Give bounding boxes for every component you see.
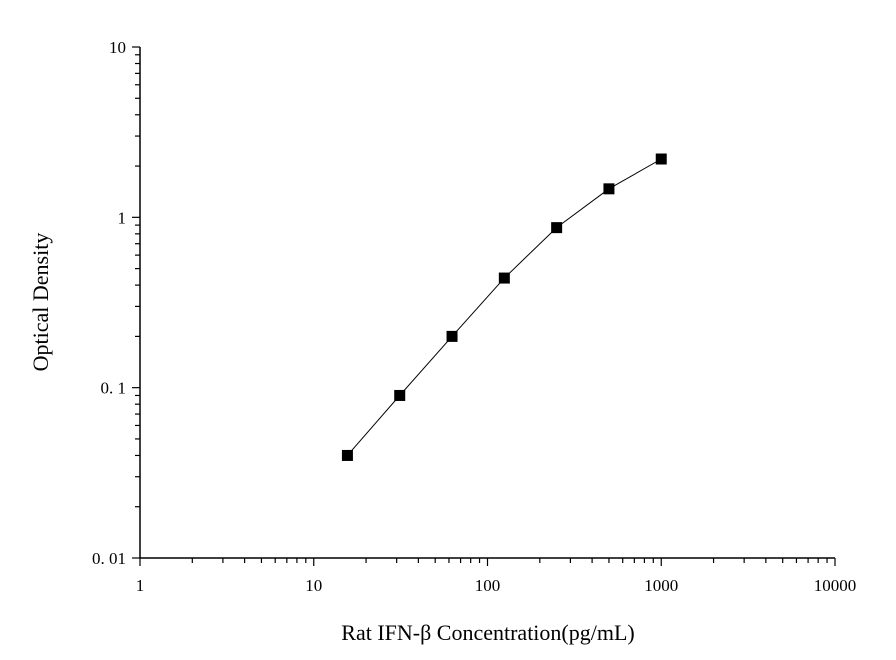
data-point [446, 330, 458, 342]
data-point [551, 222, 563, 234]
series-line [347, 158, 662, 456]
y-tick-label: 0. 01 [92, 549, 126, 568]
data-point [341, 449, 353, 461]
x-tick-label: 100 [475, 576, 501, 595]
x-ticks: 1 10 100 1000 10000 [136, 558, 857, 595]
y-axis: 0. 01 0. 1 1 10 [92, 38, 141, 568]
y-tick-label: 1 [118, 208, 127, 227]
data-point [603, 183, 615, 195]
x-tick-label: 1 [136, 576, 145, 595]
x-tick-label: 1000 [644, 576, 678, 595]
y-ticks: 0. 01 0. 1 1 10 [92, 38, 140, 568]
data-point [655, 153, 667, 165]
x-tick-label: 10000 [814, 576, 857, 595]
plot-area [341, 153, 667, 461]
data-point [394, 389, 406, 401]
x-tick-label: 10 [305, 576, 322, 595]
data-point [498, 272, 510, 284]
x-axis-title: Rat IFN-β Concentration(pg/mL) [341, 620, 634, 645]
x-axis: 1 10 100 1000 10000 [136, 557, 857, 595]
y-tick-label: 10 [109, 38, 126, 57]
y-axis-title: Optical Density [28, 233, 53, 372]
y-tick-label: 0. 1 [101, 379, 127, 398]
